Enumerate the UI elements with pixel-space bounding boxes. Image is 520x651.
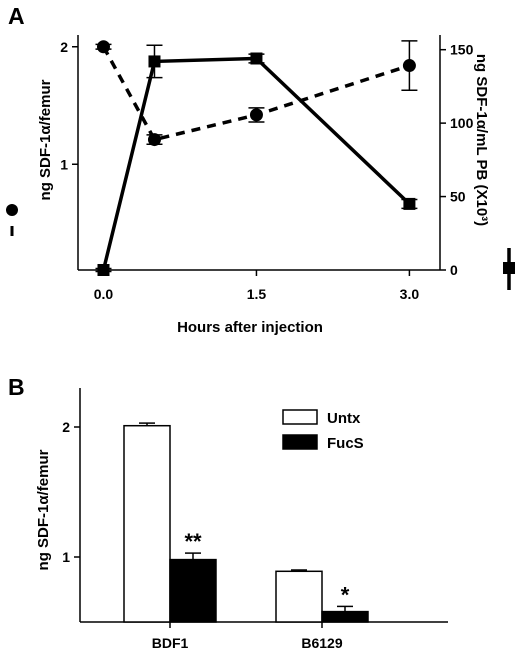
data-point-square — [250, 52, 263, 65]
legend-label-untx: Untx — [327, 410, 361, 427]
legend-swatch-fucs — [282, 434, 318, 450]
legend-label-fucs: FucS — [327, 435, 364, 452]
data-point-square — [403, 197, 416, 210]
panel-a-left-axis-label: ng SDF-1α/femur — [37, 79, 54, 200]
femur-legend-marker — [6, 204, 18, 216]
panel-a-x-axis-label: Hours after injection — [177, 319, 323, 336]
pb-series-line — [101, 56, 411, 271]
bar-untx — [275, 570, 323, 623]
y-tick-label: 2 — [62, 419, 70, 435]
left-tick-label: 2 — [60, 39, 68, 55]
x-tick-label: 3.0 — [400, 286, 420, 302]
data-point-circle — [96, 40, 110, 54]
data-point-circle — [402, 59, 416, 73]
significance-marker: ** — [184, 529, 202, 554]
panel-a-right-legend — [503, 248, 515, 290]
right-tick-label: 50 — [450, 189, 466, 205]
right-tick-label: 150 — [450, 42, 474, 58]
panel-a: A 1 2 0 50 100 150 0.0 1.5 3.0 Hours after injec… — [6, 3, 515, 336]
data-point-square — [148, 55, 161, 68]
bar-untx — [123, 424, 171, 623]
panel-a-right-axis-label: ng SDF-1α/mL PB (X10³) — [473, 54, 490, 226]
data-point-square — [97, 264, 110, 276]
legend-swatch-untx — [282, 409, 318, 425]
pb-legend-marker — [503, 262, 515, 274]
bar-fucs — [321, 610, 369, 623]
panel-a-left-legend — [6, 204, 18, 236]
y-tick-label: 1 — [62, 549, 70, 565]
panel-b-y-axis-label: ng SDF-1α/femur — [35, 449, 52, 570]
data-point-circle — [147, 133, 161, 147]
category-label: B6129 — [301, 635, 342, 651]
panel-b-plot: 1 2 BDF1 ** B6129 * Untx FucS — [62, 388, 448, 651]
x-tick-label: 0.0 — [94, 286, 114, 302]
bar-fucs — [169, 558, 217, 623]
panel-b-label: B — [8, 374, 25, 400]
panel-a-label: A — [8, 3, 25, 29]
data-point-circle — [249, 108, 263, 122]
category-label: BDF1 — [152, 635, 189, 651]
significance-marker: * — [341, 582, 350, 607]
panel-b: B 1 2 BDF1 ** B6129 * Untx FucS ng SDF-1α/femur — [8, 374, 448, 651]
right-tick-label: 0 — [450, 262, 458, 278]
x-tick-label: 1.5 — [247, 286, 267, 302]
left-tick-label: 1 — [60, 156, 68, 172]
femur-series-line — [101, 45, 410, 142]
right-tick-label: 100 — [450, 115, 474, 131]
panel-a-plot: 1 2 0 50 100 150 0.0 1.5 3.0 — [60, 35, 474, 302]
